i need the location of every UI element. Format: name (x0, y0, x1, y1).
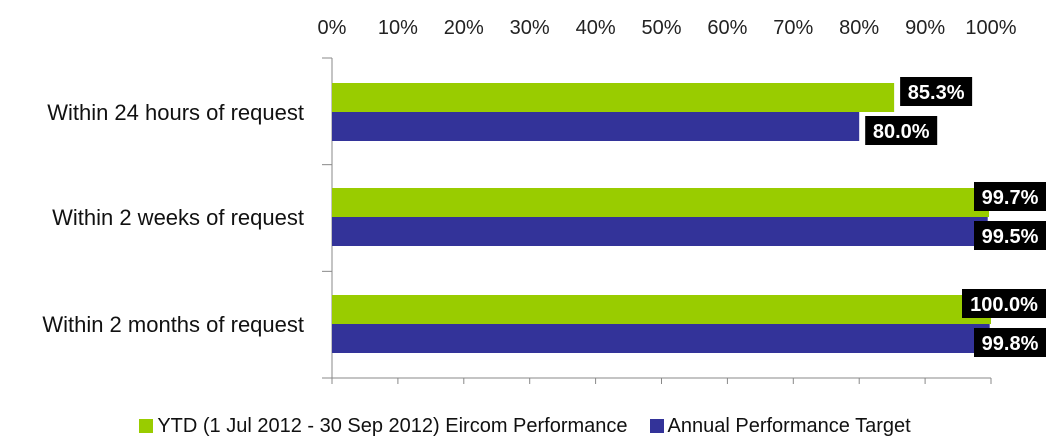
category-label: Within 24 hours of request (47, 100, 304, 125)
data-label-eircom: 100.0% (970, 294, 1038, 316)
data-label-target: 99.5% (982, 226, 1039, 248)
data-label-box-eircom (974, 182, 1046, 211)
bar-target (332, 324, 990, 353)
data-label-eircom: 85.3% (908, 82, 965, 104)
legend-label-target: Annual Performance Target (667, 415, 911, 437)
data-label-box-eircom (962, 289, 1046, 318)
x-tick-label: 0% (318, 17, 347, 39)
x-tick-label: 60% (707, 17, 747, 39)
x-tick-label: 80% (839, 17, 879, 39)
legend-item-target: Annual Performance Target (649, 414, 911, 438)
x-tick-label: 70% (773, 17, 813, 39)
bar-eircom (332, 83, 895, 112)
category-label: Within 2 months of request (42, 312, 304, 337)
legend-label-eircom: YTD (1 Jul 2012 - 30 Sep 2012) Eircom Pe… (157, 415, 628, 437)
legend-swatch-eircom (139, 419, 154, 433)
legend-item-eircom: YTD (1 Jul 2012 - 30 Sep 2012) Eircom Pe… (139, 414, 628, 438)
data-label-box-target (865, 116, 938, 145)
bar-target (332, 112, 860, 141)
legend: YTD (1 Jul 2012 - 30 Sep 2012) Eircom Pe… (0, 414, 1050, 438)
x-tick-label: 20% (444, 17, 484, 39)
data-label-eircom: 99.7% (982, 187, 1039, 209)
data-label-box-target (974, 328, 1046, 357)
x-tick-label: 10% (378, 17, 418, 39)
category-label: Within 2 weeks of request (52, 205, 304, 230)
x-tick-label: 40% (576, 17, 616, 39)
data-label-box-target (974, 221, 1046, 250)
legend-swatch-target (649, 419, 664, 433)
bar-target (332, 217, 988, 246)
data-label-target: 80.0% (873, 121, 930, 143)
x-tick-label: 100% (965, 17, 1016, 39)
x-tick-label: 30% (510, 17, 550, 39)
x-tick-label: 90% (905, 17, 945, 39)
x-tick-label: 50% (641, 17, 681, 39)
data-label-target: 99.8% (982, 333, 1039, 355)
bar-eircom (332, 295, 991, 324)
bar-eircom (332, 188, 990, 217)
data-label-box-eircom (900, 77, 973, 106)
